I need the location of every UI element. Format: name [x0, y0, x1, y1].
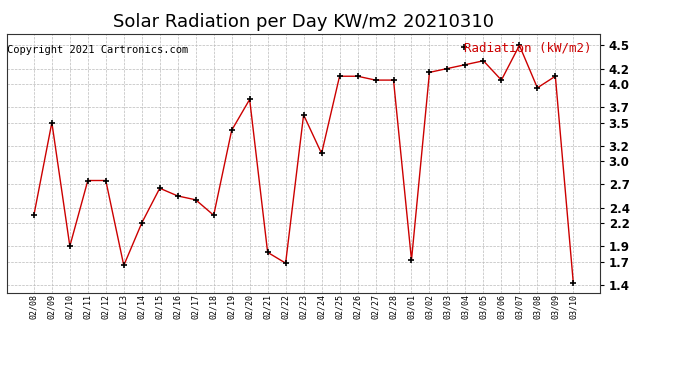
- Radiation (kW/m2): [156, 186, 164, 190]
- Text: Copyright 2021 Cartronics.com: Copyright 2021 Cartronics.com: [7, 45, 188, 55]
- Radiation (kW/m2): [66, 244, 74, 248]
- Radiation (kW/m2): [407, 258, 415, 262]
- Radiation (kW/m2): [174, 194, 182, 198]
- Radiation (kW/m2): [515, 43, 524, 48]
- Radiation (kW/m2): [462, 62, 470, 67]
- Radiation (kW/m2): [551, 74, 560, 78]
- Radiation (kW/m2): [299, 112, 308, 117]
- Radiation (kW/m2): [192, 198, 200, 202]
- Radiation (kW/m2): [425, 70, 433, 75]
- Legend: Radiation (kW/m2): Radiation (kW/m2): [464, 41, 591, 54]
- Radiation (kW/m2): [533, 86, 542, 90]
- Radiation (kW/m2): [353, 74, 362, 78]
- Radiation (kW/m2): [497, 78, 506, 82]
- Radiation (kW/m2): [389, 78, 397, 82]
- Title: Solar Radiation per Day KW/m2 20210310: Solar Radiation per Day KW/m2 20210310: [113, 13, 494, 31]
- Radiation (kW/m2): [30, 213, 38, 217]
- Radiation (kW/m2): [443, 66, 451, 71]
- Radiation (kW/m2): [371, 78, 380, 82]
- Radiation (kW/m2): [48, 120, 56, 125]
- Radiation (kW/m2): [264, 250, 272, 255]
- Radiation (kW/m2): [228, 128, 236, 132]
- Radiation (kW/m2): [317, 151, 326, 156]
- Radiation (kW/m2): [246, 97, 254, 102]
- Radiation (kW/m2): [335, 74, 344, 78]
- Radiation (kW/m2): [119, 263, 128, 268]
- Radiation (kW/m2): [101, 178, 110, 183]
- Radiation (kW/m2): [210, 213, 218, 217]
- Radiation (kW/m2): [137, 221, 146, 225]
- Radiation (kW/m2): [282, 261, 290, 266]
- Radiation (kW/m2): [569, 281, 578, 285]
- Radiation (kW/m2): [480, 58, 488, 63]
- Line: Radiation (kW/m2): Radiation (kW/m2): [30, 42, 577, 287]
- Radiation (kW/m2): [83, 178, 92, 183]
